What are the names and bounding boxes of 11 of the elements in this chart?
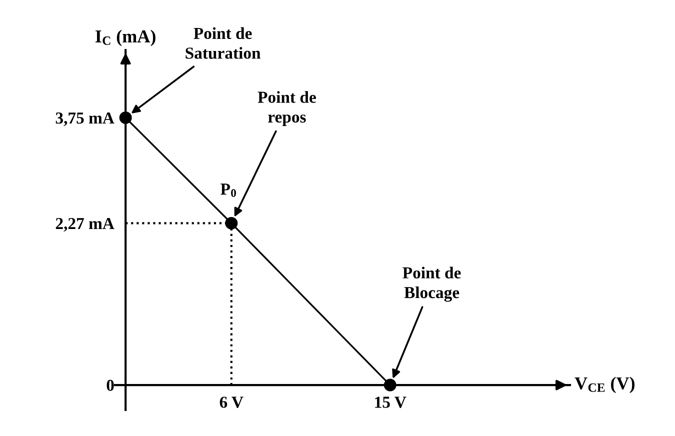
annotation: Point de Saturation bbox=[186, 27, 261, 59]
annotation: Point de Blocage bbox=[402, 266, 461, 302]
y-axis-title: I$_{C}$ (mA) bbox=[95, 30, 156, 46]
annotation: Point de repos bbox=[258, 91, 316, 126]
y-tick-label: 3,75 mA bbox=[56, 112, 114, 126]
annotation: P$_{0}$ bbox=[220, 184, 236, 197]
y-tick-label: 2,27 mA bbox=[56, 218, 114, 232]
x-tick-label: 6 V bbox=[220, 396, 244, 408]
x-tick-label: 15 V bbox=[375, 396, 406, 408]
y-tick-label: 0 bbox=[106, 380, 114, 391]
x-axis-title: V$_{CE}$ (V) bbox=[574, 376, 634, 394]
